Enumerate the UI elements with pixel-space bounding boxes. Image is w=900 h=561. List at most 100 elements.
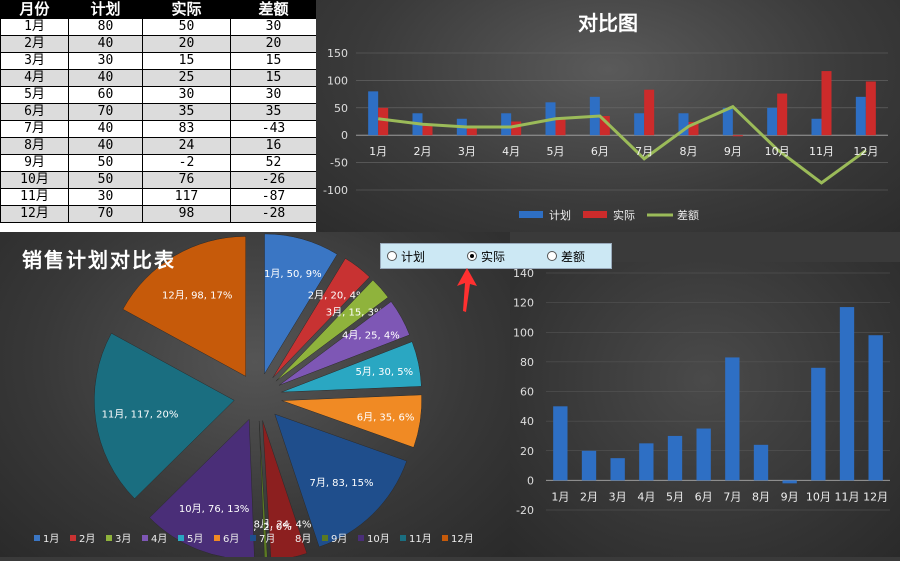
- legend-label: 1月: [43, 533, 59, 545]
- radio-circle-icon[interactable]: [387, 251, 397, 261]
- table-cell: 7月: [0, 120, 69, 138]
- radio-diff[interactable]: 差额: [547, 248, 585, 265]
- actual-bar-chart-panel: 140 120 100 80 60 40 20 0 -20 1月 2月 3月 4月 5月 6月 7月 8月 9月 1…: [510, 262, 900, 557]
- legend-swatch: [286, 535, 292, 541]
- legend-swatch: [70, 535, 76, 541]
- x-tick-label: 1月: [369, 145, 387, 158]
- actual-bar: [511, 121, 522, 136]
- plan-bar: [855, 96, 866, 136]
- table-cell: 20: [142, 35, 231, 53]
- table-cell: -2: [142, 154, 231, 172]
- plan-bar: [501, 113, 512, 136]
- radio-actual[interactable]: 实际: [467, 248, 505, 265]
- y-tick-label: 100: [513, 326, 534, 339]
- pie-slice: [278, 301, 410, 386]
- table-cell: 4月: [0, 69, 69, 87]
- comparison-chart: 对比图 150 100 50 0 -50 -100 1月 2月 3月 4月 5月 6月 7月 8月 9月 10月…: [323, 11, 888, 222]
- table-cell: 24: [142, 137, 231, 155]
- legend-swatch: [250, 535, 256, 541]
- legend-swatch: [214, 535, 220, 541]
- legend-label: 4月: [151, 533, 167, 545]
- plan-bar: [634, 113, 645, 136]
- pie-slice: [274, 413, 408, 548]
- legend-swatch: [583, 211, 607, 218]
- actual-bar: [667, 435, 683, 481]
- y-tick-label: 80: [520, 356, 534, 369]
- data-table-panel: 月份 计划 实际 差额 1月 80 50 30 2月 40 20 20 3月 30 15 15 4月 40 25 1…: [0, 0, 317, 232]
- table-cell: 40: [68, 137, 143, 155]
- legend-label: 11月: [409, 533, 432, 545]
- radio-circle-icon[interactable]: [467, 251, 478, 261]
- legend-swatch: [178, 535, 184, 541]
- actual-bar: [466, 126, 477, 136]
- x-tick-label: 10月: [765, 145, 790, 158]
- actual-bar: [610, 458, 625, 481]
- y-tick-label: -20: [516, 504, 534, 517]
- actual-bar: [725, 357, 740, 481]
- plan-bar: [368, 91, 379, 136]
- plan-bar: [767, 107, 778, 136]
- table-cell: 83: [142, 120, 231, 138]
- table-cell: 40: [68, 69, 143, 87]
- pie-data-label: 3月, 15, 3%: [326, 307, 384, 319]
- table-row: 9月 50 -2 52: [0, 154, 317, 172]
- table-cell: 60: [68, 86, 143, 104]
- legend-label: 差额: [677, 208, 699, 222]
- x-tick-label: 5月: [547, 145, 565, 158]
- legend-label: 7月: [259, 533, 275, 545]
- y-tick-label: 120: [513, 297, 534, 310]
- table-header-cell: 计划: [68, 0, 143, 19]
- data-table: 月份 计划 实际 差额 1月 80 50 30 2月 40 20 20 3月 30 15 15 4月 40 25 1…: [0, 0, 317, 223]
- legend-label: 12月: [451, 533, 474, 545]
- x-tick-label: 3月: [609, 490, 627, 503]
- actual-bar: [422, 124, 433, 136]
- legend-label: 10月: [367, 533, 390, 545]
- y-tick-label: 40: [520, 415, 534, 428]
- combo-chart-title: 对比图: [578, 11, 638, 35]
- actual-bar: [865, 81, 876, 136]
- legend-swatch: [358, 535, 364, 541]
- table-cell: 40: [68, 35, 143, 53]
- actual-bar: [378, 107, 389, 136]
- table-cell: 98: [142, 205, 231, 223]
- x-tick-label: 5月: [666, 490, 684, 503]
- series-selector: 计划 实际 差额: [380, 243, 612, 269]
- table-cell: 35: [230, 103, 317, 121]
- y-tick-label: 140: [513, 267, 534, 280]
- table-cell: 9月: [0, 154, 69, 172]
- table-cell: 2月: [0, 35, 69, 53]
- x-tick-label: 2月: [414, 145, 432, 158]
- table-cell: 12月: [0, 205, 69, 223]
- table-row: 4月 40 25 15: [0, 69, 317, 87]
- actual-bar: [644, 89, 655, 136]
- pie-data-label: 2月, 20, 4%: [308, 290, 366, 302]
- plan-bar: [722, 107, 733, 136]
- y-tick-label: -100: [323, 184, 348, 197]
- x-tick-label: 6月: [591, 145, 609, 158]
- radio-circle-icon[interactable]: [547, 251, 558, 261]
- table-cell: 6月: [0, 103, 69, 121]
- table-cell: 16: [230, 137, 317, 155]
- radio-plan[interactable]: 计划: [387, 248, 425, 265]
- x-tick-label: 7月: [635, 145, 653, 158]
- x-tick-label: 8月: [680, 145, 698, 158]
- legend-label: 2月: [79, 533, 95, 545]
- table-cell: 76: [142, 171, 231, 189]
- legend-swatch: [142, 535, 148, 541]
- table-cell: 25: [142, 69, 231, 87]
- table-cell: 3月: [0, 52, 69, 70]
- comparison-chart-panel: 对比图 150 100 50 0 -50 -100 1月 2月 3月 4月 5月 6月 7月 8月 9月 10月…: [316, 0, 900, 232]
- diff-line: [377, 104, 867, 185]
- table-row: 12月 70 98 -28: [0, 205, 317, 223]
- legend-label: 5月: [187, 533, 203, 545]
- y-tick-label: 20: [520, 445, 534, 458]
- table-cell: 117: [142, 188, 231, 206]
- pie-chart: 1月, 50, 9% 2月, 20, 4% 3月, 15, 3% 4月, 25, 4%…: [34, 233, 474, 561]
- table-cell: -87: [230, 188, 317, 206]
- actual-bar: [555, 118, 566, 136]
- table-cell: 70: [68, 103, 143, 121]
- legend-label: 6月: [223, 533, 239, 545]
- table-row: 2月 40 20 20: [0, 35, 317, 53]
- table-row: 6月 70 35 35: [0, 103, 317, 121]
- table-cell: -28: [230, 205, 317, 223]
